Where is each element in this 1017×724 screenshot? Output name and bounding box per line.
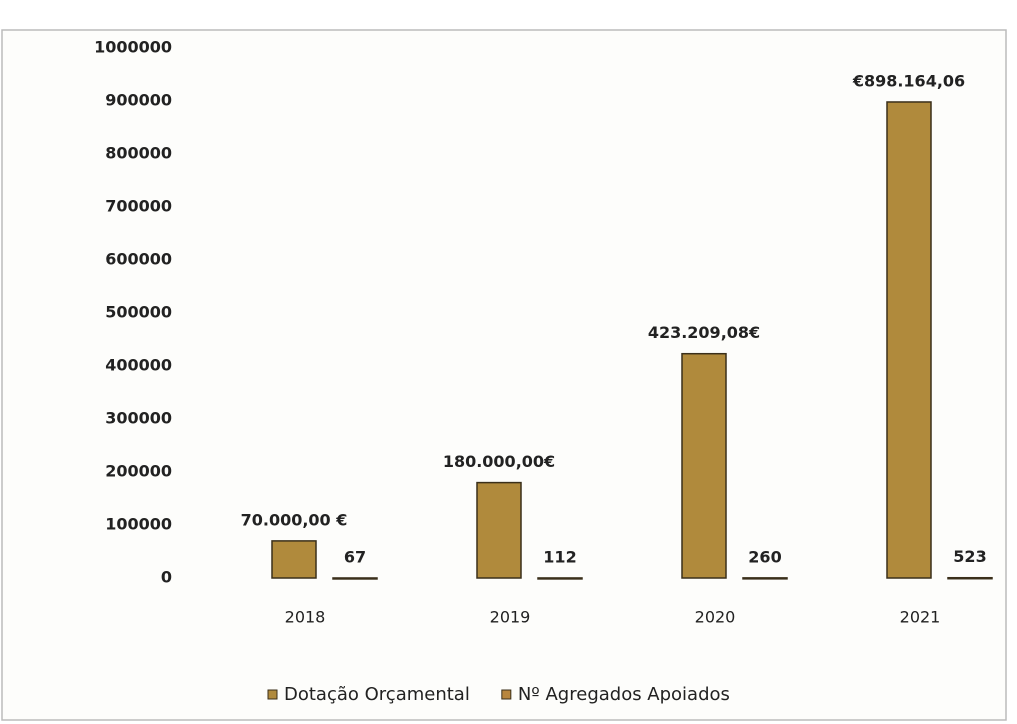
data-label: 260 [748,547,781,566]
y-tick-label: 1000000 [94,38,172,57]
y-tick-label: 100000 [105,515,172,534]
y-tick-label: 500000 [105,303,172,322]
legend-swatch [501,689,512,700]
legend-swatch [267,689,278,700]
chart-frame [1,29,1007,721]
x-tick-label: 2020 [695,608,736,627]
x-tick-label: 2021 [900,608,941,627]
data-label: 70.000,00 € [241,510,348,529]
x-tick-label: 2019 [490,608,531,627]
y-tick-label: 400000 [105,356,172,375]
y-tick-label: 600000 [105,250,172,269]
y-tick-label: 200000 [105,462,172,481]
legend-label: Dotação Orçamental [284,684,470,705]
y-tick-label: 0 [161,568,172,587]
bar [742,577,788,580]
y-tick-label: 300000 [105,409,172,428]
bar [271,540,317,579]
bar [947,576,993,580]
x-tick-label: 2018 [285,608,326,627]
y-tick-label: 700000 [105,197,172,216]
bar [476,481,522,579]
data-label: 180.000,00€ [443,452,555,471]
y-tick-label: 800000 [105,144,172,163]
bar [681,352,727,579]
data-label: €898.164,06 [852,71,965,90]
data-label: 523 [953,547,986,566]
bar [332,577,378,580]
bar [537,577,583,580]
data-label: 67 [344,547,366,566]
legend-label: Nº Agregados Apoiados [518,684,730,705]
data-label: 423.209,08€ [648,323,760,342]
data-label: 112 [543,547,576,566]
y-tick-label: 900000 [105,91,172,110]
bar [886,101,932,579]
